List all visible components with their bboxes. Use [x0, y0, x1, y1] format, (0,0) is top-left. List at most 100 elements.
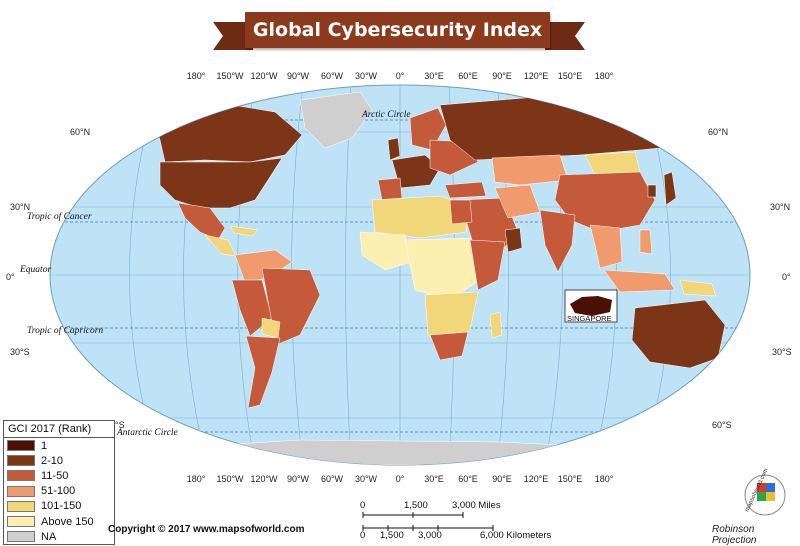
lat-label-30s-right: 30°S [772, 347, 792, 357]
lat-label-30n-right: 30°N [770, 202, 790, 212]
lat-label-30n-left: 30°N [10, 202, 30, 212]
singapore-inset: SINGAPORE [564, 289, 618, 323]
tropic-of-cancer-label: Tropic of Cancer [27, 211, 92, 222]
map-title: Global Cybersecurity Index 2017 [245, 12, 550, 77]
lon-label: 180° [187, 474, 206, 484]
mapsofworld-logo: mapsofworld.com [744, 468, 786, 516]
lon-label: 60°E [458, 474, 478, 484]
scandinavia [409, 107, 447, 151]
lon-label: 150°E [558, 474, 583, 484]
lon-label: 150°W [216, 71, 244, 81]
tropic-of-capricorn-label: Tropic of Capricorn [27, 325, 103, 336]
new-zealand [727, 361, 743, 389]
lon-label: 30°W [355, 474, 378, 484]
kazakhstan [491, 154, 569, 186]
australia [631, 299, 726, 369]
philippines [639, 229, 653, 255]
lon-label: 120°E [524, 474, 549, 484]
legend-label: 51-100 [41, 485, 76, 498]
lon-label: 30°E [424, 71, 444, 81]
scale-km-0: 0 [360, 530, 366, 541]
legend-label: NA [41, 530, 57, 543]
legend-swatch [7, 500, 35, 512]
lat-label-30s-left: 30°S [10, 347, 30, 357]
iberia [377, 177, 403, 201]
lon-label: 0° [396, 474, 405, 484]
lon-label: 120°W [250, 474, 278, 484]
antarctic-circle-label: Antarctic Circle [116, 428, 178, 438]
lon-labels-top: 180° 150°W 120°W 90°W 60°W 30°W 0° 30°E … [187, 71, 614, 81]
lon-label: 30°W [355, 71, 378, 81]
central-africa [404, 237, 481, 301]
scale-km-3000: 3,000 [418, 530, 442, 541]
lon-label: 180° [187, 71, 206, 81]
legend-item: NA [4, 529, 114, 544]
lon-label: 60°W [321, 474, 344, 484]
lon-label: 120°E [524, 71, 549, 81]
arctic-circle-label: Arctic Circle [361, 110, 411, 120]
lon-label: 180° [595, 71, 614, 81]
legend-label: Above 150 [41, 515, 94, 528]
lon-label: 90°E [492, 474, 512, 484]
indonesia [603, 269, 676, 293]
lon-label: 0° [396, 71, 405, 81]
legend-swatch [7, 455, 35, 467]
legend-swatch [7, 531, 35, 543]
scale-bar [362, 512, 494, 531]
scale-miles-3000: 3,000 Miles [452, 500, 501, 511]
lon-label: 180° [595, 474, 614, 484]
scale-miles-1500: 1,500 [404, 500, 428, 511]
lat-label-60n-right: 60°N [708, 127, 728, 137]
lon-label: 60°E [458, 71, 478, 81]
lon-label: 150°E [558, 71, 583, 81]
copyright: Copyright © 2017 www.mapsofworld.com [108, 524, 305, 535]
legend-swatch [7, 485, 35, 497]
lon-label: 60°W [321, 71, 344, 81]
lon-label: 90°E [492, 71, 512, 81]
japan [663, 171, 677, 206]
north-africa [371, 195, 469, 239]
legend-item: 1 [4, 438, 114, 453]
scale-miles-0: 0 [360, 500, 366, 511]
korea [647, 184, 657, 198]
papua [679, 279, 717, 297]
turkey [444, 181, 487, 199]
east-africa [469, 239, 506, 291]
legend-item: 2-10 [4, 453, 114, 468]
legend-swatch [7, 470, 35, 482]
oman [504, 227, 523, 253]
legend-swatch [7, 440, 35, 452]
legend-label: 1 [41, 439, 48, 452]
scale-km-1500: 1,500 [380, 530, 404, 541]
legend-item: Above 150 [4, 514, 114, 529]
legend-label: 101-150 [41, 500, 82, 513]
legend-item: 11-50 [4, 468, 114, 483]
legend-label: 2-10 [41, 454, 64, 467]
lat-label-60s-right: 60°S [712, 420, 732, 430]
lat-label-0-left: 0° [6, 272, 15, 282]
line-labels: Arctic Circle Tropic of Cancer Equator T… [19, 110, 411, 438]
lon-label: 30°E [424, 474, 444, 484]
southeast-asia [589, 224, 623, 269]
usa [159, 157, 283, 209]
projection-label: Robinson Projection [712, 524, 757, 546]
legend-title: GCI 2017 (Rank) [4, 421, 114, 438]
caribbean [229, 225, 259, 237]
lon-label: 90°W [287, 474, 310, 484]
lat-label-0-right: 0° [782, 272, 791, 282]
lon-label: 150°W [216, 474, 244, 484]
lon-label: 120°W [250, 71, 278, 81]
india [539, 209, 576, 273]
egypt [449, 199, 473, 225]
iran [494, 184, 541, 219]
west-africa [359, 231, 413, 271]
singapore-label: SINGAPORE [567, 314, 612, 323]
lon-labels-bottom: 180° 150°W 120°W 90°W 60°W 30°W 0° 30°E … [187, 474, 614, 484]
chile-argentina [245, 335, 281, 409]
antarctica [139, 439, 661, 465]
uk [387, 137, 401, 161]
legend-item: 101-150 [4, 499, 114, 514]
legend-swatch [7, 516, 35, 528]
equator-label: Equator [19, 265, 51, 275]
lon-label: 90°W [287, 71, 310, 81]
